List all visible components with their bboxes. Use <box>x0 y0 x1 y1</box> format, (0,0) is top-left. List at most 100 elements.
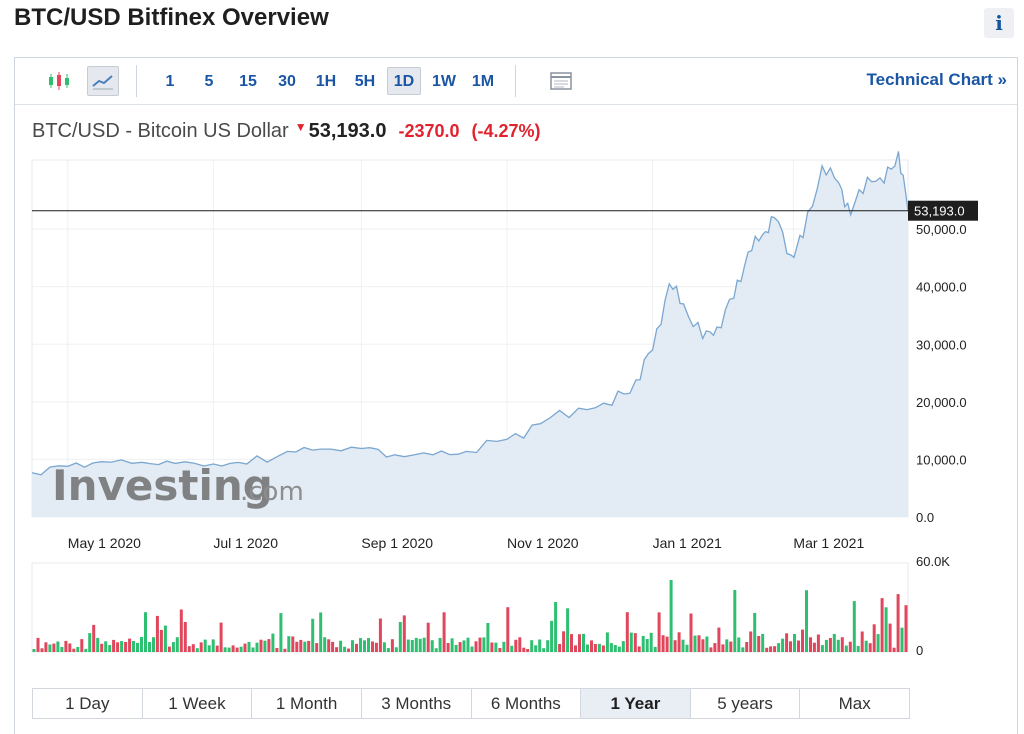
line-chart-icon[interactable] <box>87 66 119 96</box>
volume-bar <box>231 645 235 652</box>
x-tick-label: Sep 1 2020 <box>361 535 433 551</box>
volume-bar <box>374 642 378 652</box>
range-1-week[interactable]: 1 Week <box>143 689 253 718</box>
volume-bar <box>574 645 577 652</box>
last-price: 53,193.0 <box>308 120 387 142</box>
table-view-icon[interactable] <box>545 66 577 96</box>
interval-1[interactable]: 1 <box>165 73 175 90</box>
volume-bar <box>649 632 653 652</box>
volume-bar <box>120 641 124 652</box>
info-icon[interactable]: i <box>984 8 1014 38</box>
volume-bars <box>32 580 908 652</box>
interval-15[interactable]: 15 <box>239 73 257 90</box>
range-3-months[interactable]: 3 Months <box>362 689 472 718</box>
volume-bar <box>466 637 470 652</box>
volume-bar <box>215 645 219 652</box>
volume-bar <box>510 645 514 652</box>
volume-bar <box>681 639 685 652</box>
volume-bar <box>741 647 745 652</box>
volume-bar <box>717 627 721 652</box>
interval-5[interactable]: 5 <box>204 73 214 90</box>
volume-bar <box>398 622 402 652</box>
volume-bar <box>709 647 713 652</box>
candlestick-icon[interactable] <box>43 66 75 96</box>
volume-bar <box>558 644 562 652</box>
volume-bar <box>32 649 36 652</box>
technical-chart-link[interactable]: Technical Chart » <box>866 70 1007 89</box>
range-1-year[interactable]: 1 Year <box>581 689 691 718</box>
investing-watermark: Investing .com <box>52 461 304 510</box>
volume-bar <box>824 639 828 652</box>
volume-bar <box>892 647 896 652</box>
y-axis-ticks: 0.0 10,000.0 20,000.0 30,000.0 40,000.0 50,00… <box>916 222 967 525</box>
y-tick-label: 10,000.0 <box>916 452 967 467</box>
volume-bar <box>765 647 769 652</box>
volume-bar <box>490 642 494 652</box>
volume-bar <box>446 643 450 652</box>
volume-bar <box>673 640 677 652</box>
x-axis-ticks: May 1 2020 Jul 1 2020 Sep 1 2020 Nov 1 2020… <box>68 535 865 551</box>
volume-bar <box>394 647 398 652</box>
volume-bar <box>187 646 191 652</box>
volume-bar <box>761 633 765 652</box>
volume-bar <box>303 641 307 652</box>
volume-bar <box>355 643 358 652</box>
volume-bar <box>116 642 120 652</box>
interval-1w[interactable]: 1W <box>432 73 456 90</box>
interval-1d[interactable]: 1D <box>387 67 421 95</box>
down-arrow-icon: ▼ <box>294 120 307 134</box>
volume-bar <box>653 646 657 652</box>
volume-bar <box>335 647 339 652</box>
volume-bar <box>522 647 526 652</box>
volume-bar <box>900 627 904 652</box>
volume-bar <box>578 634 581 652</box>
watermark-suffix: .com <box>240 477 304 507</box>
volume-bar <box>315 643 319 652</box>
volume-bar <box>617 646 621 652</box>
volume-bar <box>625 612 629 652</box>
volume-axis: 60.0K 0 <box>31 554 950 658</box>
volume-bar <box>287 636 291 652</box>
volume-bar <box>506 607 510 652</box>
range-1-day[interactable]: 1 Day <box>33 689 143 718</box>
volume-bar <box>132 641 135 652</box>
volume-bar <box>80 639 84 652</box>
range-6-months[interactable]: 6 Months <box>472 689 582 718</box>
volume-bar <box>701 639 705 652</box>
volume-bar <box>195 648 199 652</box>
volume-bar <box>713 643 717 652</box>
volume-bar <box>56 641 60 652</box>
volume-bar <box>613 645 617 652</box>
volume-bar <box>124 642 128 652</box>
volume-bar <box>605 632 609 652</box>
volume-bar <box>725 639 729 652</box>
range-max[interactable]: Max <box>838 694 871 713</box>
volume-bar <box>148 642 151 652</box>
volume-bar <box>661 635 665 652</box>
interval-1m[interactable]: 1M <box>471 73 495 90</box>
volume-bar <box>159 629 163 652</box>
volume-bar <box>48 644 52 652</box>
range-1-month[interactable]: 1 Month <box>252 689 362 718</box>
volume-bar <box>812 642 816 652</box>
interval-5h[interactable]: 5H <box>354 73 376 90</box>
volume-bar <box>454 644 458 652</box>
range-5-years[interactable]: 5 years <box>691 689 801 718</box>
volume-bar <box>359 638 362 652</box>
volume-bar <box>836 639 840 652</box>
x-tick-label: Mar 1 2021 <box>793 535 864 551</box>
page-title: BTC/USD Bitfinex Overview <box>14 4 329 31</box>
volume-bar <box>128 638 132 652</box>
volume-bar <box>633 633 637 652</box>
volume-bar <box>705 636 709 652</box>
volume-bar <box>92 624 96 652</box>
volume-bar <box>267 639 271 652</box>
volume-bar <box>430 640 434 652</box>
last-price-label-bg <box>908 200 978 221</box>
interval-30[interactable]: 30 <box>278 73 296 90</box>
volume-bar <box>697 635 701 652</box>
volume-bar <box>777 643 781 652</box>
interval-1h[interactable]: 1H <box>315 73 337 90</box>
volume-bar <box>104 641 108 652</box>
